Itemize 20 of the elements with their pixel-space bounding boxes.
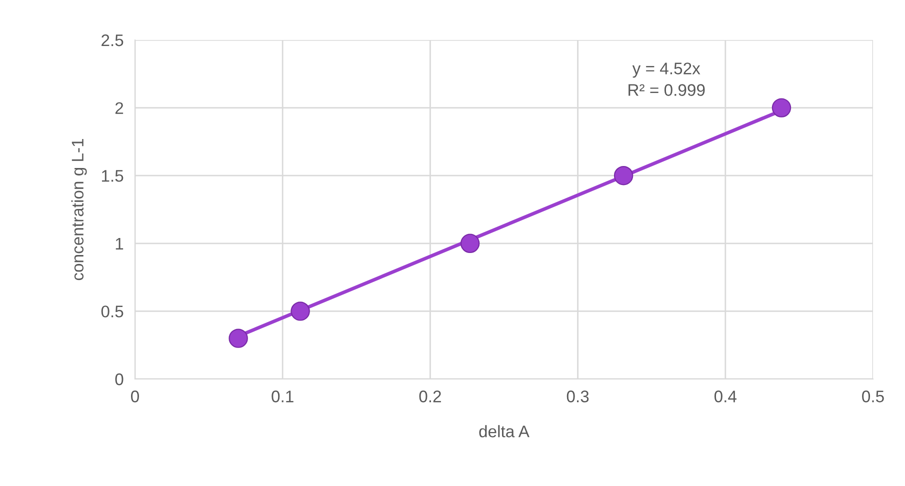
y-tick-label: 1.5: [102, 170, 124, 182]
x-tick-label: 0.5: [862, 390, 884, 402]
x-axis-title: delta A: [479, 425, 530, 438]
annotation: y = 4.52x R² = 0.999: [628, 62, 705, 96]
x-tick-label: 0.4: [714, 390, 736, 402]
x-tick-label: 0.3: [566, 390, 589, 402]
y-tick-label: 0: [115, 373, 124, 386]
y-axis-title: concentration g L-1: [71, 138, 87, 280]
y-tick-label: 1: [116, 238, 124, 250]
x-tick-label: 0.1: [272, 390, 294, 402]
x-tick-label: 0.2: [419, 390, 441, 402]
y-tick-label: 0.5: [101, 306, 124, 318]
point: [460, 234, 480, 254]
point: [290, 302, 310, 321]
point: [772, 98, 792, 118]
y-tick-label: 2.5: [102, 34, 124, 46]
point: [228, 328, 248, 348]
x-tick-label: 0: [131, 390, 139, 402]
y-tick-label: 2: [115, 102, 124, 114]
point: [614, 166, 634, 186]
